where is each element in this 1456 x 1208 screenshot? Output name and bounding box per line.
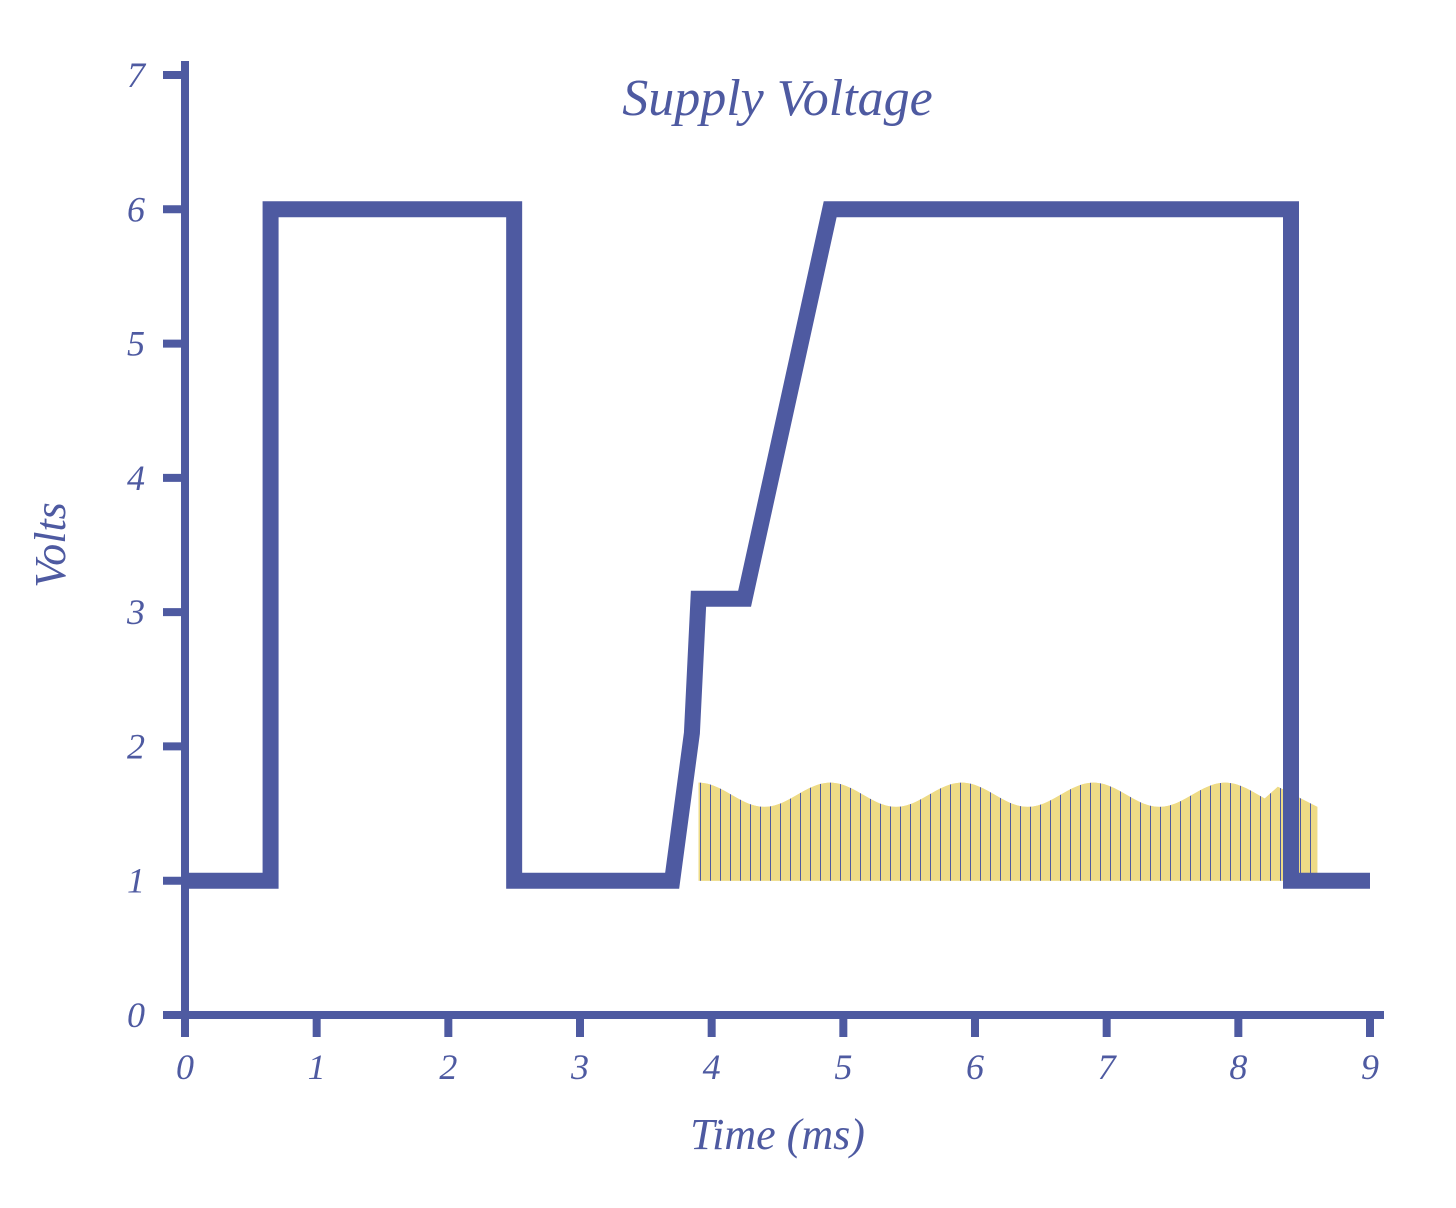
supply-voltage-trace [185, 209, 1370, 880]
y-tick-label: 5 [127, 324, 145, 364]
x-tick-label: 5 [834, 1047, 852, 1087]
hatch-region [699, 783, 1318, 881]
y-tick-label: 1 [127, 861, 145, 901]
x-tick-label: 8 [1229, 1047, 1247, 1087]
y-tick-label: 0 [127, 995, 145, 1035]
chart-title: Supply Voltage [622, 70, 933, 127]
y-tick-label: 7 [127, 55, 147, 95]
x-tick-label: 4 [703, 1047, 721, 1087]
x-tick-label: 2 [439, 1047, 457, 1087]
y-tick-label: 4 [127, 458, 145, 498]
x-axis-label: Time (ms) [690, 1110, 865, 1159]
x-tick-label: 9 [1361, 1047, 1379, 1087]
y-tick-label: 3 [126, 592, 145, 632]
y-tick-label: 2 [127, 726, 145, 766]
x-tick-label: 6 [966, 1047, 984, 1087]
y-axis-label: Volts [26, 502, 75, 588]
x-tick-label: 7 [1098, 1047, 1118, 1087]
supply-voltage-chart: 0 1 2 3 4 5 6 7 8 9 0 1 2 3 4 5 6 7 Supply Voltage Time (ms… [0, 0, 1456, 1208]
y-tick-label: 6 [127, 189, 145, 229]
x-tick-label: 3 [570, 1047, 589, 1087]
x-tick-label: 1 [308, 1047, 326, 1087]
x-tick-label: 0 [176, 1047, 194, 1087]
